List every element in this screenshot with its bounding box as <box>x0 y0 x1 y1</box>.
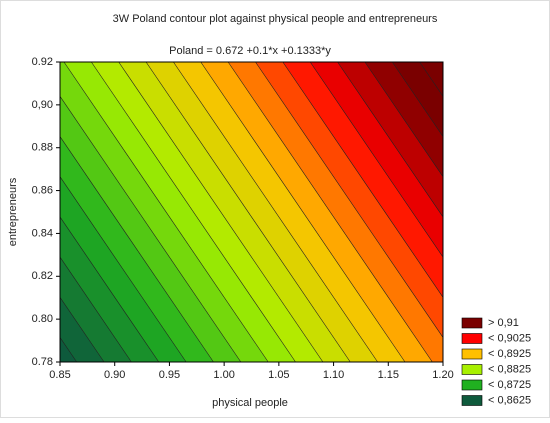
contour-line <box>392 61 444 137</box>
contour-line <box>118 61 324 363</box>
legend-label: < 0,8725 <box>488 379 531 391</box>
legend-swatch <box>461 395 483 406</box>
y-tick-label: 0.84 <box>32 227 53 239</box>
y-tick-label: 0.80 <box>32 313 53 325</box>
contour-line <box>59 96 242 363</box>
contour-line <box>200 61 406 363</box>
x-tick-label: 1.00 <box>213 369 234 381</box>
y-tick-label: 0.82 <box>32 270 53 282</box>
contour-line <box>91 61 296 363</box>
legend-label: < 0,8925 <box>488 348 531 360</box>
x-tick-label: 1.10 <box>323 369 344 381</box>
contour-line <box>59 136 214 363</box>
x-tick-label: 1.20 <box>432 369 453 381</box>
chart-subtitle: Poland = 0.672 +0.1*x +0.1333*y <box>169 45 331 57</box>
contour-line <box>59 256 132 363</box>
legend-label: < 0,8625 <box>488 394 531 406</box>
y-tick-label: 0.86 <box>32 184 53 196</box>
contour-line <box>364 61 444 177</box>
y-tick-label: 0.92 <box>32 56 53 68</box>
contour-line <box>227 61 433 363</box>
legend-label: < 0,9025 <box>488 332 531 344</box>
contour-line <box>59 297 105 363</box>
x-axis-label: physical people <box>212 397 288 409</box>
contour-line <box>337 61 444 218</box>
x-tick-label: 0.90 <box>104 369 125 381</box>
y-tick-label: 0,90 <box>32 99 53 111</box>
contour-line <box>173 61 378 363</box>
y-tick-label: 0.88 <box>32 142 53 154</box>
y-tick-label: 0.78 <box>32 356 53 368</box>
legend-label: < 0,8825 <box>488 363 531 375</box>
contour-line <box>63 61 269 363</box>
legend-swatch <box>461 333 483 344</box>
x-tick-label: 0.85 <box>49 369 70 381</box>
legend-swatch <box>461 317 483 329</box>
contour-line <box>282 61 444 298</box>
chart-title: 3W Poland contour plot against physical … <box>113 13 438 25</box>
y-axis-label: entrepreneurs <box>7 177 19 246</box>
legend-swatch <box>461 379 483 391</box>
contour-line <box>309 61 444 258</box>
x-tick-label: 1.05 <box>268 369 289 381</box>
legend-swatch <box>461 364 483 375</box>
contour-line <box>59 216 160 363</box>
plot-frame <box>59 61 444 363</box>
contour-line <box>59 176 187 363</box>
contour-line <box>59 337 77 363</box>
legend-swatch <box>461 348 483 360</box>
x-tick-label: 0.95 <box>159 369 180 381</box>
x-tick-label: 1.15 <box>378 369 399 381</box>
contour-line <box>419 61 444 97</box>
contour-line <box>255 61 444 338</box>
contour-line <box>145 61 351 363</box>
legend-label: > 0,91 <box>488 317 519 329</box>
